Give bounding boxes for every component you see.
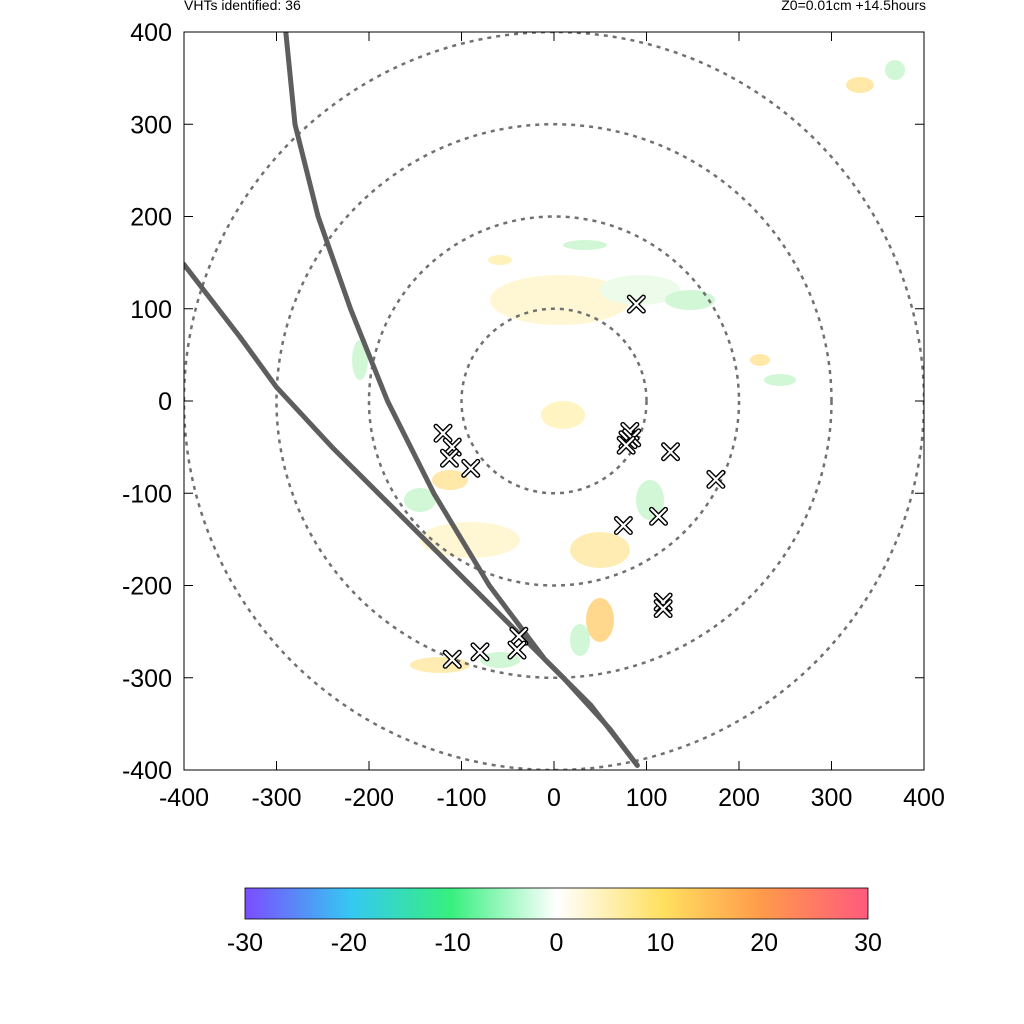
x-tick-label: 0 (547, 784, 561, 812)
y-tick-label: 200 (130, 204, 172, 232)
y-tick-label: 300 (130, 111, 172, 139)
x-tick-label: 400 (903, 784, 945, 812)
y-tick-label: 100 (130, 296, 172, 324)
vht-marker (461, 458, 481, 478)
flight-tracks (184, 32, 640, 768)
colorbar-tick-label: 20 (750, 929, 778, 957)
vht-marker (661, 442, 681, 462)
colorbar (244, 887, 869, 920)
colorbar-tick-label: -10 (435, 929, 471, 957)
x-axis: -400 -300 -200 -100 0 100 200 300 400 (159, 32, 945, 812)
y-tick-label: -100 (122, 480, 172, 508)
vht-marker (649, 506, 669, 526)
range-ring (460, 307, 648, 495)
vht-marker (507, 640, 527, 660)
range-ring (184, 32, 924, 770)
anomaly-field (352, 60, 905, 673)
vht-marker (439, 448, 459, 468)
colorbar-tick-label: -30 (227, 929, 263, 957)
flight-track (184, 262, 640, 768)
vht-marker (442, 649, 462, 669)
vht-marker (442, 437, 462, 457)
colorbar-tick-label: 30 (854, 929, 882, 957)
vht-marker (470, 642, 490, 662)
vht-count-label: VHTs identified: 36 (184, 0, 301, 13)
colorbar-tick-label: 0 (550, 929, 564, 957)
vht-marker (653, 599, 673, 619)
plot-frame (183, 31, 925, 771)
y-tick-label: 400 (130, 19, 172, 47)
vht-marker (626, 294, 646, 314)
range-rings (184, 32, 924, 770)
y-tick-label: -200 (122, 573, 172, 601)
vht-marker (433, 423, 453, 443)
y-tick-label: 0 (158, 388, 172, 416)
vht-marker (706, 469, 726, 489)
x-tick-label: -400 (159, 784, 209, 812)
vht-markers (433, 294, 726, 669)
x-tick-label: 300 (811, 784, 853, 812)
y-axis: 400 300 200 100 0 -100 -200 -300 -400 (122, 19, 924, 785)
x-tick-label: -100 (436, 784, 486, 812)
vht-marker (616, 435, 636, 455)
x-tick-label: -200 (344, 784, 394, 812)
colorbar-ticks: -30 -20 -10 0 10 20 30 (227, 929, 882, 957)
x-tick-label: -300 (251, 784, 301, 812)
colorbar-tick-label: -20 (331, 929, 367, 957)
x-tick-label: 200 (718, 784, 760, 812)
colorbar-tick-label: 10 (646, 929, 674, 957)
x-tick-label: 100 (626, 784, 668, 812)
y-tick-label: -400 (122, 757, 172, 785)
range-ring (275, 123, 833, 679)
flight-track (283, 32, 640, 768)
vht-marker (613, 516, 633, 536)
run-info-label: Z0=0.01cm +14.5hours (781, 0, 926, 13)
y-tick-label: -300 (122, 665, 172, 693)
range-ring (367, 215, 741, 587)
